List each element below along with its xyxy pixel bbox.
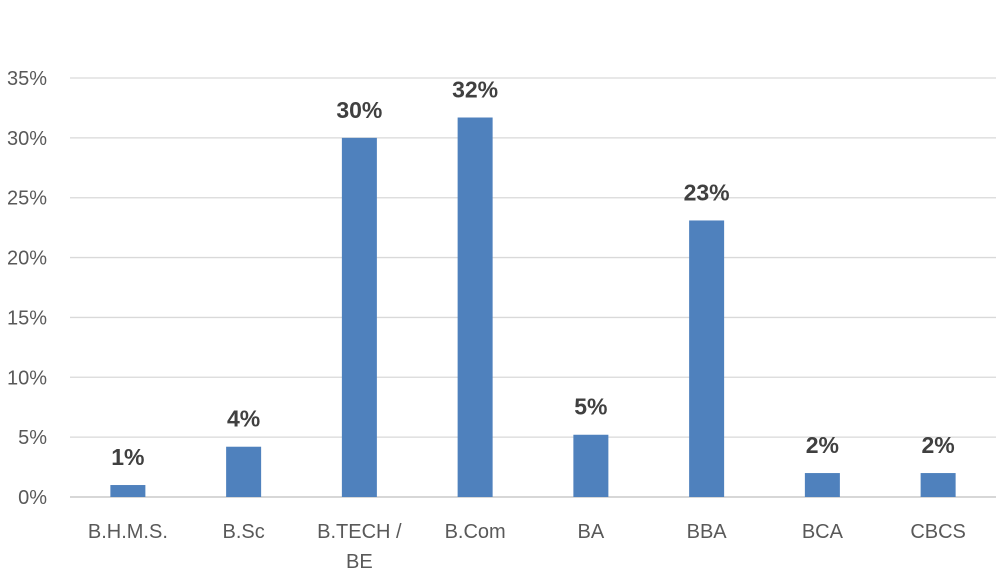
y-tick-label: 5% <box>18 427 47 449</box>
data-label: 5% <box>574 394 607 420</box>
bar-b-com <box>457 117 493 498</box>
x-tick-label: B.Com <box>445 521 506 543</box>
bar-bca <box>804 473 840 497</box>
data-label: 2% <box>806 432 839 458</box>
data-label: 30% <box>336 97 382 123</box>
y-tick-label: 25% <box>7 188 47 210</box>
bar-b-sc <box>226 446 262 497</box>
bar-b-tech-be <box>341 137 377 497</box>
y-axis-ticks: 0% 5% 10% 15% 20% 25% 30% 35% <box>7 68 47 509</box>
y-tick-label: 20% <box>7 248 47 270</box>
x-tick-label: BBA <box>687 521 728 543</box>
data-label: 23% <box>684 179 730 205</box>
data-label: 2% <box>922 432 955 458</box>
x-axis-ticks: B.H.M.S. B.Sc B.TECH / BE B.Com BA BBA BCA CBCS <box>88 521 966 573</box>
x-tick-label: CBCS <box>910 521 966 543</box>
x-tick-label: B.Sc <box>223 521 265 543</box>
data-label: 1% <box>111 444 144 470</box>
y-tick-label: 30% <box>7 128 47 150</box>
bar-b-h-m-s <box>110 485 146 497</box>
bar-bba <box>689 220 725 497</box>
x-tick-label: B.TECH / BE <box>317 521 402 573</box>
y-tick-label: 15% <box>7 307 47 329</box>
bars <box>110 117 956 498</box>
x-tick-label: BCA <box>802 521 844 543</box>
y-tick-label: 35% <box>7 68 47 90</box>
gridlines <box>70 77 996 498</box>
x-tick-label: BA <box>578 521 605 543</box>
bar-ba <box>573 434 609 497</box>
x-tick-label: B.H.M.S. <box>88 521 168 543</box>
y-tick-label: 10% <box>7 367 47 389</box>
data-label: 32% <box>452 77 498 103</box>
bar-cbcs <box>920 473 956 497</box>
data-label: 4% <box>227 406 260 432</box>
y-tick-label: 0% <box>18 487 47 509</box>
data-labels: 1% 4% 30% 32% 5% 23% 2% 2% <box>111 77 955 471</box>
